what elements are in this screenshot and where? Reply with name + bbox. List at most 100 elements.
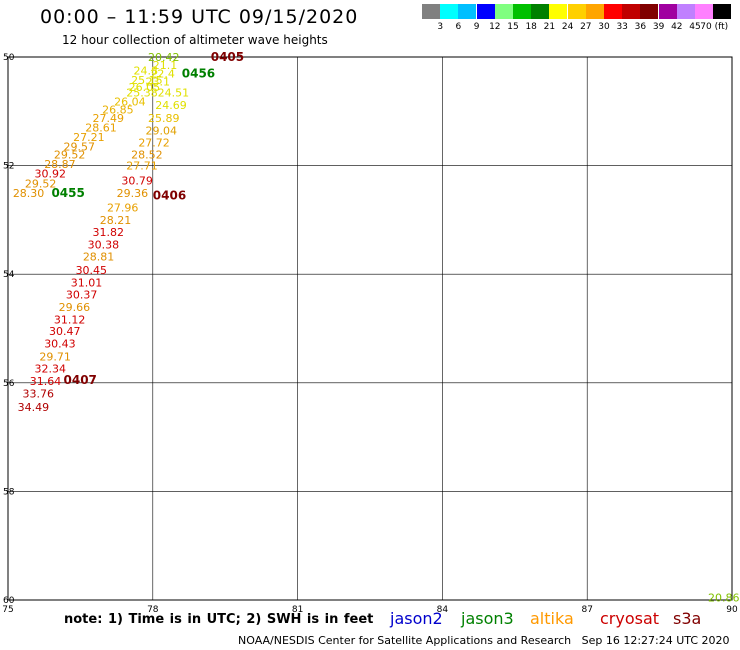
axis-labels: 75 78 81 84 87 90 50 52 54 56 58 60 — [2, 53, 738, 615]
wave-height-label: 32.34 — [35, 363, 66, 376]
wave-height-label: 29.36 — [117, 187, 149, 200]
x-tick-label: 78 — [147, 605, 159, 615]
x-tick-label: 84 — [437, 605, 449, 615]
wave-height-label: 20.86 — [708, 591, 740, 604]
wave-height-label: 30.43 — [44, 338, 75, 351]
wave-height-label: 30.38 — [88, 238, 120, 251]
wave-height-label: 29.57 — [64, 141, 96, 154]
scale-swatch — [531, 4, 550, 19]
scale-label: 15 — [507, 22, 519, 32]
wave-height-label: 31.01 — [71, 276, 103, 289]
scale-swatch — [676, 4, 695, 19]
scale-label: 45 — [689, 22, 701, 32]
scale-label: 3 — [437, 22, 444, 32]
scale-swatch — [476, 4, 495, 19]
legend-jason2: jason2 — [390, 609, 443, 628]
wave-height-label: 28.21 — [100, 214, 132, 227]
wave-height-label: 21.1 — [153, 59, 178, 72]
scale-swatch — [422, 4, 440, 19]
wave-height-label: 28.30 — [13, 187, 45, 200]
legend-jason3: jason3 — [461, 609, 514, 628]
y-tick-label: 60 — [3, 596, 15, 606]
wave-height-label: 30.37 — [66, 288, 98, 301]
wave-height-label: 26.05 — [129, 81, 161, 94]
wave-height-label: 29.52 — [25, 178, 57, 191]
wave-height-label: 24.8 — [133, 65, 158, 78]
wave-height-label: 33.76 — [22, 388, 54, 401]
wave-height-label: 30.79 — [121, 174, 153, 187]
x-tick-label: 81 — [292, 605, 303, 615]
wave-height-label: 27.96 — [107, 201, 138, 214]
scale-swatch — [513, 4, 531, 19]
pass-labels: 0405 0456 0406 0455 0407 — [51, 50, 244, 387]
wave-height-label: 34.49 — [18, 401, 50, 414]
y-tick-label: 50 — [3, 53, 15, 63]
x-tick-label: 75 — [2, 605, 13, 615]
wave-height-label: 31.12 — [54, 313, 86, 326]
scale-swatch — [458, 4, 477, 19]
pass-id-label: 0407 — [64, 373, 97, 387]
wave-height-label: 29.71 — [39, 351, 71, 364]
y-tick-label: 52 — [3, 162, 14, 172]
wave-height-label: 26.85 — [102, 104, 133, 117]
scale-swatch — [622, 4, 641, 19]
wave-height-label: 22.4 — [150, 67, 175, 80]
scale-swatch — [604, 4, 622, 19]
wave-height-label: 25.89 — [148, 112, 180, 125]
wave-height-label: 25.38 — [126, 86, 157, 99]
scale-label: 21 — [543, 22, 556, 32]
wave-height-label: 26.04 — [114, 96, 146, 109]
scale-label: 70 (ft) — [700, 22, 729, 32]
y-tick-label: 54 — [3, 270, 15, 280]
scale-swatch — [713, 4, 732, 19]
scale-label: 27 — [580, 22, 592, 32]
scale-swatch — [640, 4, 659, 19]
scale-swatch — [585, 4, 604, 19]
legend-altika: altika — [530, 609, 574, 628]
scale-label: 6 — [455, 22, 462, 32]
x-tick-label: 87 — [581, 605, 592, 615]
pass-id-label: 0456 — [182, 66, 215, 80]
wave-height-label: 30.92 — [35, 168, 66, 181]
wave-height-label: 24.69 — [155, 99, 187, 112]
wave-height-label: 29.66 — [59, 301, 91, 314]
scale-label: 9 — [473, 22, 480, 32]
pass-id-label: 0406 — [153, 188, 186, 202]
wave-height-label: 28.87 — [44, 158, 75, 171]
y-tick-label: 58 — [3, 487, 15, 497]
wave-height-label: 27.71 — [126, 160, 157, 173]
scale-swatch — [658, 4, 677, 19]
wave-height-label: 31.82 — [92, 226, 124, 239]
scale-swatch — [440, 4, 459, 19]
scale-swatch — [567, 4, 586, 19]
scale-label: 30 — [598, 22, 610, 32]
pass-id-label: 0405 — [211, 50, 244, 64]
map-subtitle: 12 hour collection of altimeter wave hei… — [62, 33, 328, 47]
pass-id-label: 0455 — [51, 186, 84, 200]
map-grid — [7, 56, 733, 601]
wave-height-label: 27.21 — [73, 131, 105, 144]
scale-swatch — [494, 4, 513, 19]
footer-note: note: 1) Time is in UTC; 2) SWH is in fe… — [64, 612, 374, 627]
y-tick-label: 56 — [3, 379, 15, 389]
scale-label: 42 — [671, 22, 683, 32]
legend-s3a: s3a — [673, 609, 702, 628]
wave-height-label: 30.47 — [49, 325, 81, 338]
wave-height-label: 25.15 — [131, 74, 163, 87]
wave-height-label: 24.51 — [158, 86, 190, 99]
wave-height-label: 20.42 — [148, 51, 180, 64]
wave-height-label: 29.52 — [54, 149, 86, 162]
wave-height-label: 23.1 — [146, 75, 171, 88]
wave-height-label: 28.52 — [131, 149, 163, 162]
credit-line: NOAA/NESDIS Center for Satellite Applica… — [238, 634, 730, 647]
scale-swatch — [549, 4, 568, 19]
wave-height-label: 30.45 — [76, 264, 108, 277]
wave-height-label: 28.61 — [85, 122, 117, 135]
map-frame — [7, 56, 733, 601]
legend-cryosat: cryosat — [600, 609, 660, 628]
wave-height-label: 31.64 — [30, 375, 62, 388]
scale-label: 24 — [561, 22, 574, 32]
wave-height-label: 29.04 — [146, 124, 178, 137]
